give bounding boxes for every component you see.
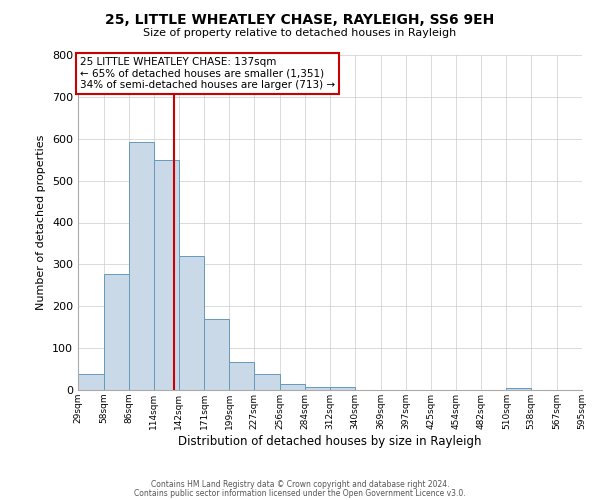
- Bar: [229, 362, 254, 390]
- Text: 25 LITTLE WHEATLEY CHASE: 137sqm
← 65% of detached houses are smaller (1,351)
34: 25 LITTLE WHEATLEY CHASE: 137sqm ← 65% o…: [80, 57, 335, 90]
- Text: Contains public sector information licensed under the Open Government Licence v3: Contains public sector information licen…: [134, 489, 466, 498]
- Y-axis label: Number of detached properties: Number of detached properties: [37, 135, 46, 310]
- X-axis label: Distribution of detached houses by size in Rayleigh: Distribution of detached houses by size …: [178, 434, 482, 448]
- Bar: [129, 142, 154, 390]
- Bar: [78, 374, 104, 390]
- Bar: [179, 256, 205, 390]
- Bar: [154, 160, 179, 390]
- Text: 25, LITTLE WHEATLEY CHASE, RAYLEIGH, SS6 9EH: 25, LITTLE WHEATLEY CHASE, RAYLEIGH, SS6…: [106, 12, 494, 26]
- Bar: [305, 386, 330, 390]
- Bar: [254, 374, 280, 390]
- Bar: [104, 274, 129, 390]
- Bar: [205, 319, 229, 390]
- Text: Contains HM Land Registry data © Crown copyright and database right 2024.: Contains HM Land Registry data © Crown c…: [151, 480, 449, 489]
- Text: Size of property relative to detached houses in Rayleigh: Size of property relative to detached ho…: [143, 28, 457, 38]
- Bar: [506, 388, 531, 390]
- Bar: [330, 387, 355, 390]
- Bar: [280, 384, 305, 390]
